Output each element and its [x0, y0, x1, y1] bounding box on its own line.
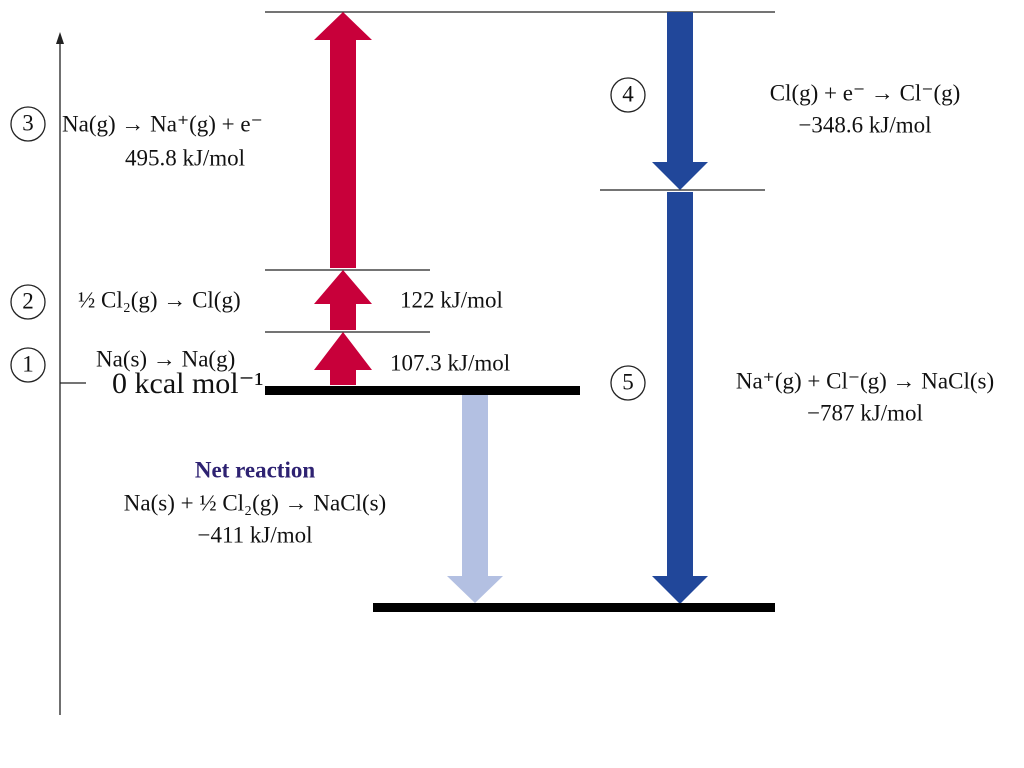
energy: 495.8 kJ/mol: [125, 145, 245, 170]
arrow-step-4: [652, 12, 708, 190]
step-circle: [10, 347, 46, 383]
net-title: Net reaction: [195, 457, 315, 482]
equation: Na⁺(g) + Cl⁻(g) → NaCl(s): [736, 368, 994, 393]
equation: Na(g) → Na⁺(g) + e⁻: [62, 111, 263, 136]
arrow-step-1: [314, 332, 372, 385]
axis-arrowhead: [56, 32, 64, 44]
energy: 107.3 kJ/mol: [390, 350, 510, 375]
net-arrow: [447, 395, 503, 603]
step-number: 4: [622, 81, 634, 106]
equation: ½ Cl₂(g) → Cl(g): [78, 287, 241, 312]
net-equation: Na(s) + ½ Cl₂(g) → NaCl(s): [124, 490, 386, 515]
net-energy: −411 kJ/mol: [198, 522, 313, 547]
step-number: 5: [622, 369, 634, 394]
nacl-level: [373, 603, 775, 612]
zero-level: [265, 386, 580, 395]
blue-arrows: [652, 12, 708, 604]
step-number: 2: [22, 288, 34, 313]
step-number: 3: [22, 110, 34, 135]
energy: −787 kJ/mol: [807, 400, 923, 425]
red-arrows: [314, 12, 372, 385]
step-circle: [610, 77, 646, 113]
step-circle: [10, 284, 46, 320]
axis-label: 0 kcal mol⁻¹: [112, 367, 263, 400]
step-circles: [10, 77, 646, 401]
energy: 122 kJ/mol: [400, 287, 503, 312]
step-circle: [610, 365, 646, 401]
arrow-step-3: [314, 12, 372, 268]
step-circle: [10, 106, 46, 142]
equation: Na(s) → Na(g): [96, 346, 235, 371]
equation: Cl(g) + e⁻ → Cl⁻(g): [770, 80, 961, 105]
energy: −348.6 kJ/mol: [798, 112, 931, 137]
arrow-step-2: [314, 270, 372, 330]
arrow-step-5: [652, 192, 708, 604]
step-number: 1: [22, 351, 34, 376]
